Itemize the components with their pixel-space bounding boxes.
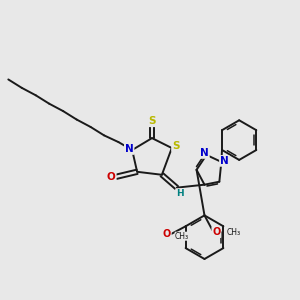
Text: N: N <box>200 148 209 158</box>
Text: H: H <box>176 189 184 198</box>
Text: CH₃: CH₃ <box>175 232 189 241</box>
Text: S: S <box>148 116 156 126</box>
Text: N: N <box>220 156 229 166</box>
Text: O: O <box>163 229 171 239</box>
Text: O: O <box>107 172 116 182</box>
Text: S: S <box>172 141 179 151</box>
Text: N: N <box>125 144 134 154</box>
Text: CH₃: CH₃ <box>226 228 240 237</box>
Text: O: O <box>212 227 220 237</box>
